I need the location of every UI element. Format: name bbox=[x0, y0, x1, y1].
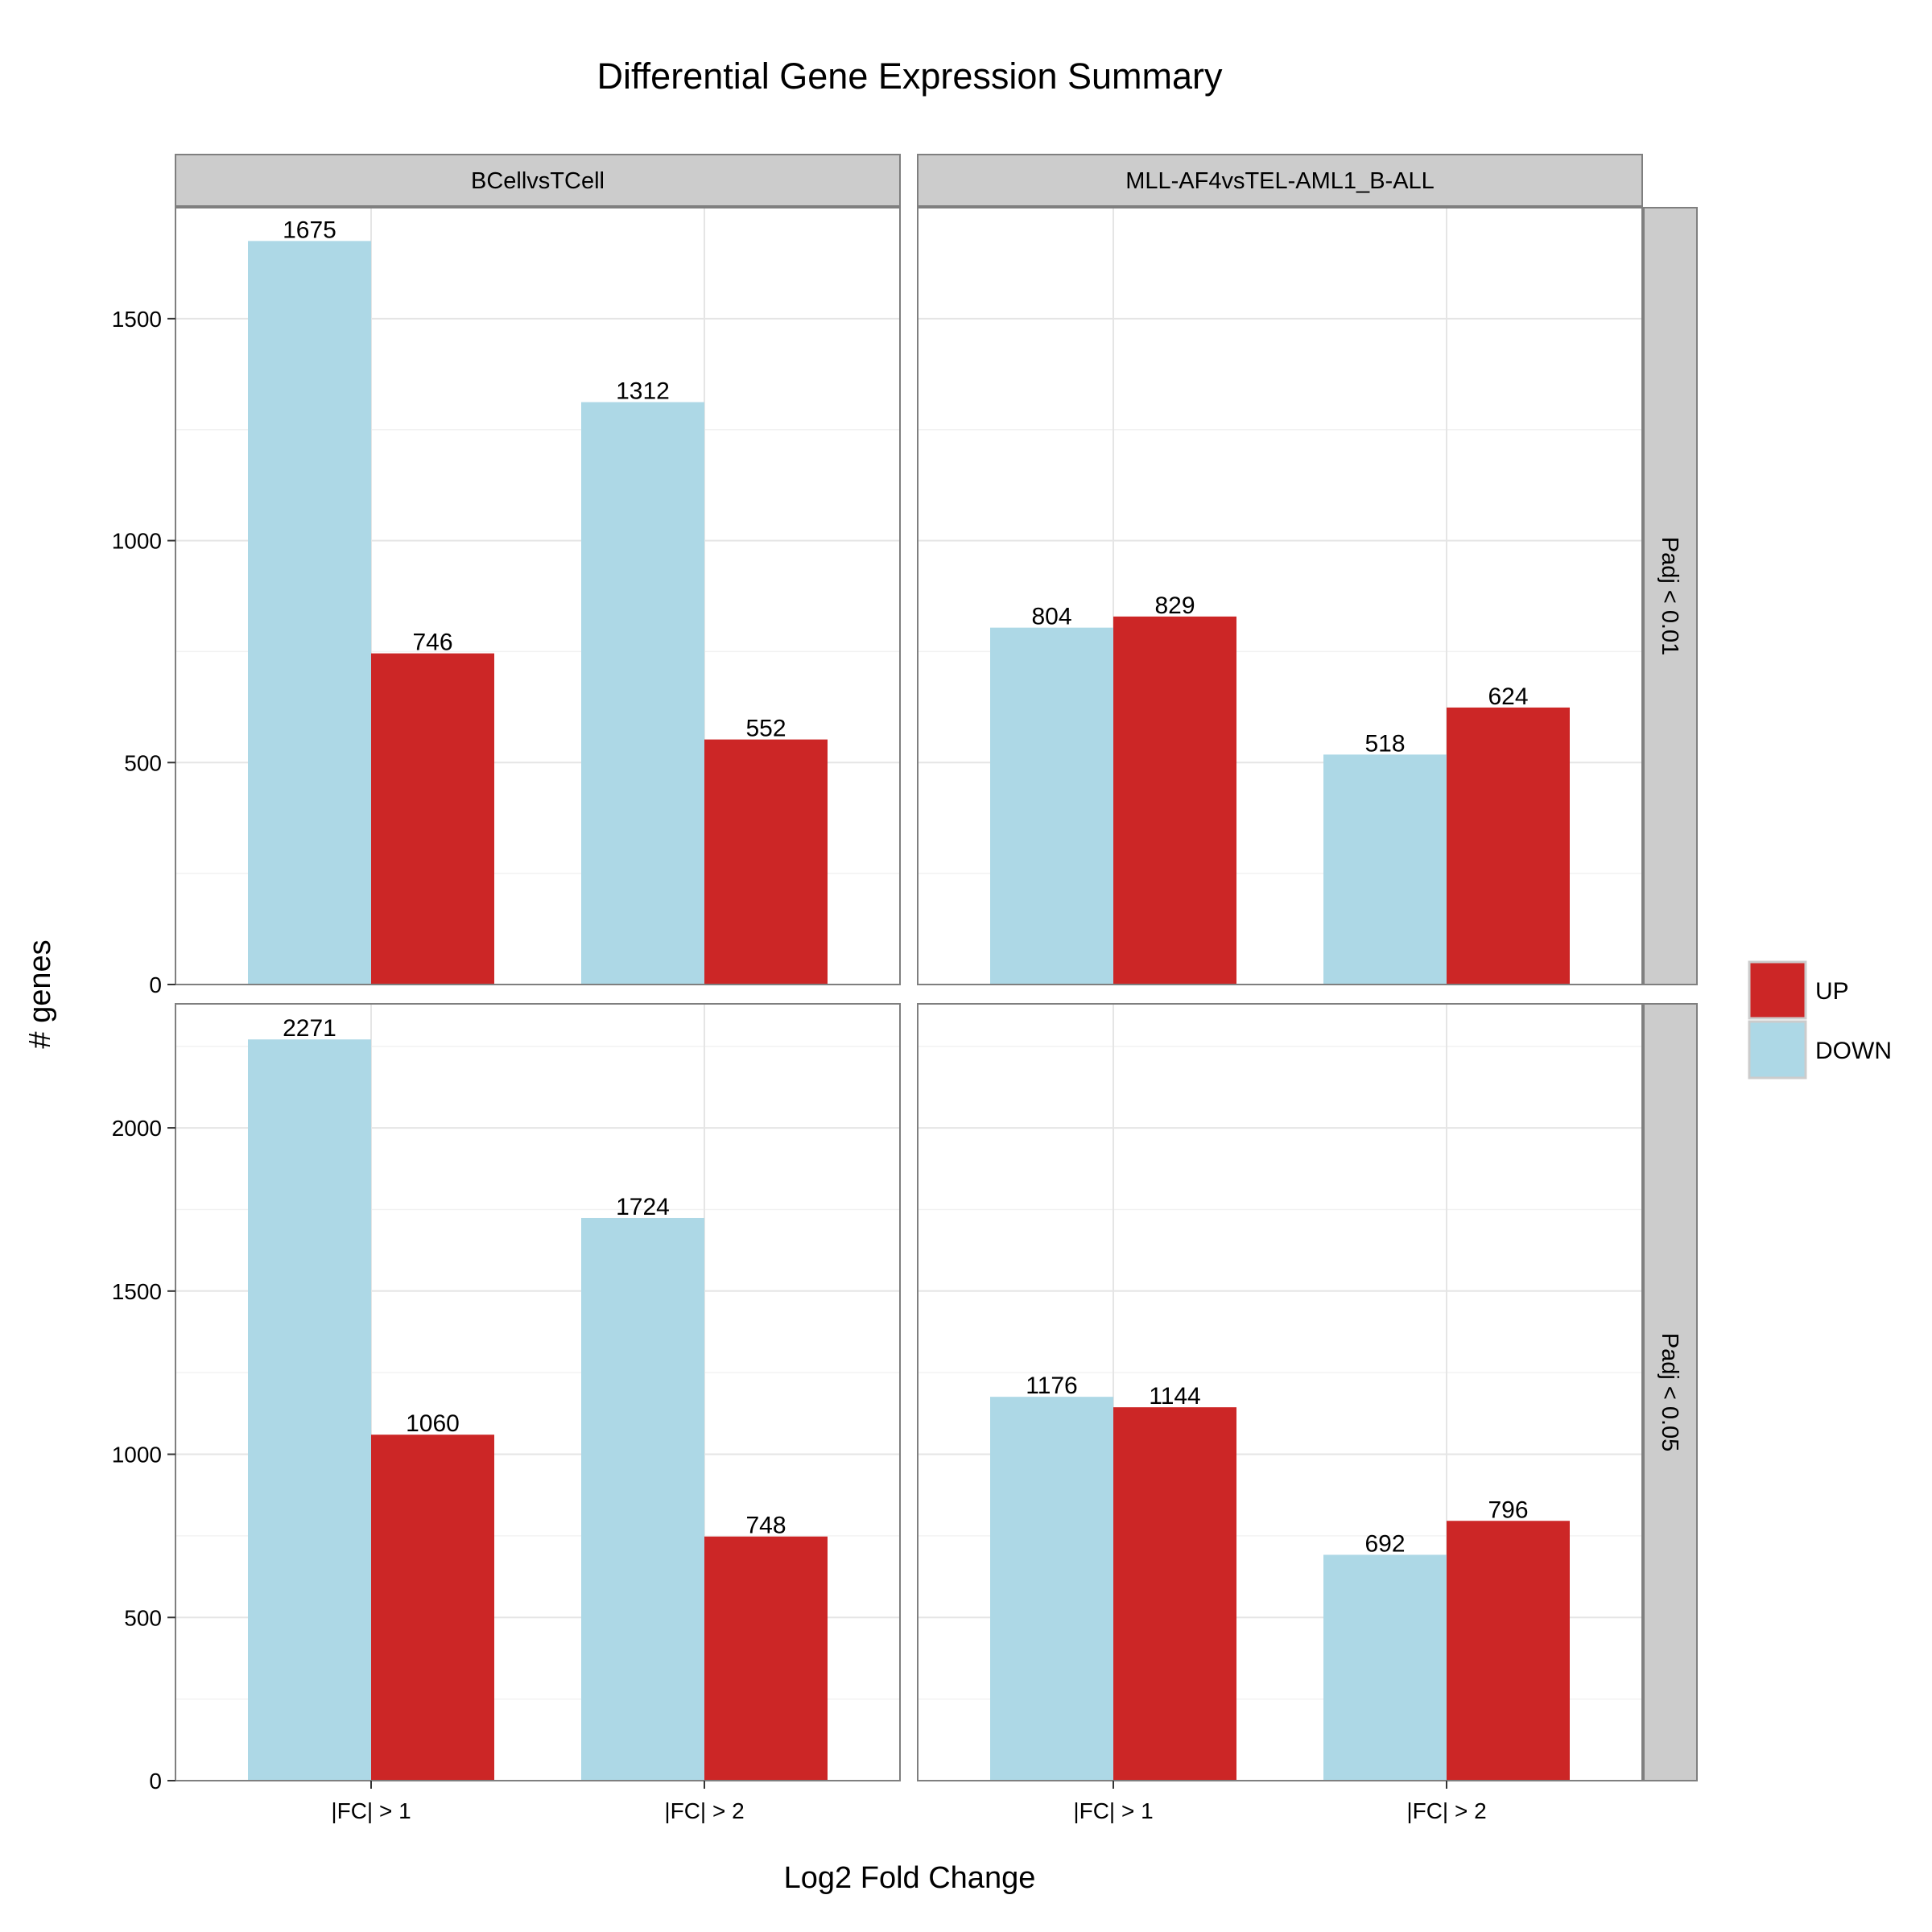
legend-item-down: DOWN bbox=[1748, 1020, 1892, 1080]
bar-value-label: 1312 bbox=[616, 378, 670, 405]
bar-value-label: 624 bbox=[1488, 683, 1528, 710]
legend-item-up: UP bbox=[1748, 960, 1849, 1020]
x-tick-label: |FC| > 1 bbox=[331, 1798, 411, 1823]
panels-layer: BCellvsTCell MLL-AF4vsTEL-AML1_B-ALL Padj … bbox=[112, 154, 1698, 1823]
bar-up-fc-2 bbox=[704, 739, 828, 985]
bar-value-label: 1675 bbox=[283, 217, 336, 243]
bar-down-fc-2 bbox=[581, 1217, 704, 1781]
bar-value-label: 692 bbox=[1364, 1530, 1405, 1557]
y-tick-label: 500 bbox=[124, 1605, 162, 1630]
bar-value-label: 746 bbox=[412, 630, 452, 656]
panel-border bbox=[917, 1003, 1643, 1781]
bar-value-label: 1724 bbox=[616, 1194, 670, 1220]
y-tick-label: 2000 bbox=[112, 1116, 162, 1141]
bar-up-fc-1 bbox=[1113, 1407, 1236, 1781]
bar-up-fc-2 bbox=[1447, 1521, 1570, 1781]
bar-value-label: 2271 bbox=[283, 1015, 336, 1042]
bar-value-label: 748 bbox=[745, 1513, 786, 1539]
y-tick-label: 500 bbox=[124, 750, 162, 775]
bar-down-fc-1 bbox=[990, 1397, 1113, 1781]
strip-background bbox=[175, 154, 901, 207]
y-tick-label: 0 bbox=[149, 972, 162, 997]
bar-value-label: 829 bbox=[1154, 592, 1195, 619]
strip-background bbox=[917, 154, 1643, 207]
column-strip-label: MLL-AF4vsTEL-AML1_B-ALL bbox=[1125, 168, 1435, 194]
legend-label: DOWN bbox=[1815, 1038, 1892, 1064]
legend: UP DOWN bbox=[1748, 960, 1892, 1080]
bar-value-label: 1176 bbox=[1026, 1373, 1078, 1399]
panel-padj-0-05-bcellvstcell: 2271 1060 1724 748 0 500 1000 1500 2000 |FC| > 1 |… bbox=[112, 1003, 901, 1823]
bar-value-label: 1060 bbox=[406, 1410, 460, 1437]
bar-value-label: 804 bbox=[1031, 604, 1071, 630]
column-strip-label: BCellvsTCell bbox=[471, 168, 605, 194]
panel-padj-0-01-bcellvstcell: 1675 746 1312 552 0 500 1000 1500 bbox=[112, 207, 901, 997]
bar-down-fc-2 bbox=[1323, 754, 1447, 985]
bar-up-fc-1 bbox=[1113, 616, 1236, 985]
row-strip-label: Padj < 0.05 bbox=[1657, 1333, 1682, 1452]
bar-value-label: 518 bbox=[1364, 730, 1405, 757]
bar-down-fc-1 bbox=[990, 627, 1113, 985]
chart-title: Differential Gene Expression Summary bbox=[597, 56, 1223, 97]
y-tick-label: 1000 bbox=[112, 529, 162, 554]
y-tick-label: 0 bbox=[149, 1769, 162, 1794]
bar-down-fc-1 bbox=[248, 1039, 371, 1781]
x-tick-label: |FC| > 2 bbox=[664, 1798, 744, 1823]
panel-border bbox=[175, 207, 901, 985]
y-tick-label: 1500 bbox=[112, 307, 162, 332]
y-tick-label: 1000 bbox=[112, 1443, 162, 1468]
row-strip-padj-0-01: Padj < 0.01 bbox=[1643, 207, 1698, 985]
row-strip-padj-0-05: Padj < 0.05 bbox=[1643, 1003, 1698, 1781]
bar-up-fc-2 bbox=[704, 1536, 828, 1781]
legend-key-up bbox=[1748, 960, 1807, 1020]
x-tick-label: |FC| > 1 bbox=[1073, 1798, 1153, 1823]
bar-value-label: 552 bbox=[745, 716, 786, 742]
bar-value-label: 1144 bbox=[1149, 1383, 1201, 1410]
bar-up-fc-2 bbox=[1447, 707, 1570, 985]
legend-label: UP bbox=[1815, 978, 1849, 1005]
bar-up-fc-1 bbox=[371, 1435, 494, 1781]
legend-key-down bbox=[1748, 1020, 1807, 1080]
bar-down-fc-2 bbox=[581, 402, 704, 985]
strip-background bbox=[1643, 207, 1698, 985]
bar-up-fc-1 bbox=[371, 653, 494, 985]
bar-down-fc-1 bbox=[248, 241, 371, 985]
panel-border bbox=[175, 1003, 901, 1781]
bar-value-label: 796 bbox=[1488, 1496, 1528, 1523]
column-strip-bcellvstcell: BCellvsTCell bbox=[175, 154, 901, 207]
panel-border bbox=[917, 207, 1643, 985]
row-strip-label: Padj < 0.01 bbox=[1657, 537, 1682, 656]
bar-down-fc-2 bbox=[1323, 1554, 1447, 1781]
column-strip-mll-af4vstel-aml1-b-all: MLL-AF4vsTEL-AML1_B-ALL bbox=[917, 154, 1643, 207]
x-axis-title: Log2 Fold Change bbox=[784, 1861, 1036, 1895]
y-tick-label: 1500 bbox=[112, 1279, 162, 1304]
strip-background bbox=[1643, 1003, 1698, 1781]
y-axis-title: # genes bbox=[23, 939, 57, 1048]
panel-padj-0-01-mll-af4vstel-aml1-b-all: 804 829 518 624 bbox=[917, 207, 1643, 985]
panel-padj-0-05-mll-af4vstel-aml1-b-all: 1176 1144 692 796 |FC| > 1 |FC| > 2 bbox=[917, 1003, 1643, 1823]
x-tick-label: |FC| > 2 bbox=[1406, 1798, 1486, 1823]
